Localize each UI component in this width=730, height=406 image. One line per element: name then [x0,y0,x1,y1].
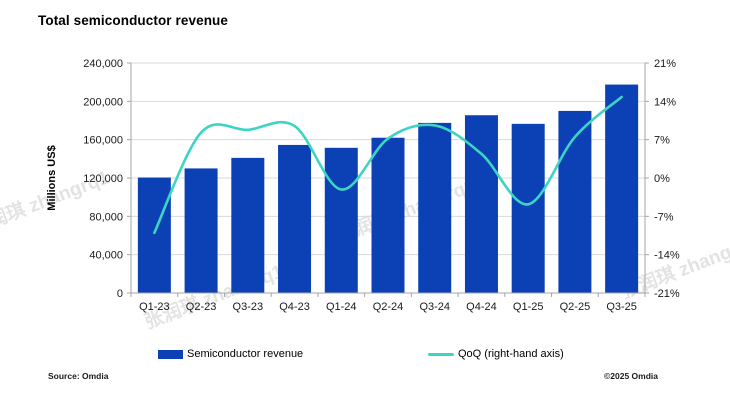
legend-label-qoq: QoQ (right-hand axis) [458,348,564,360]
svg-text:Q4-23: Q4-23 [279,301,310,313]
qoq-swatch-icon [428,352,454,356]
svg-text:14%: 14% [654,96,676,108]
copyright-note: ©2025 Omdia [604,371,658,381]
svg-text:-14%: -14% [654,250,680,262]
legend-label-revenue: Semiconductor revenue [187,348,304,360]
svg-text:240,000: 240,000 [83,58,123,70]
svg-text:21%: 21% [654,58,676,70]
svg-text:0: 0 [117,288,123,300]
svg-text:120,000: 120,000 [83,173,123,185]
svg-text:40,000: 40,000 [89,250,123,262]
svg-text:Q1-25: Q1-25 [513,301,544,313]
svg-text:Q1-24: Q1-24 [326,301,357,313]
svg-text:Q2-25: Q2-25 [560,301,591,313]
y-axis-title: Millions US$ [46,145,58,211]
svg-text:-7%: -7% [654,211,674,223]
legend-item-qoq: QoQ (right-hand axis) [428,348,564,360]
svg-text:160,000: 160,000 [83,135,123,147]
page-title: Total semiconductor revenue [38,13,228,28]
svg-text:Q3-25: Q3-25 [606,301,637,313]
legend-item-revenue: Semiconductor revenue [158,348,303,360]
svg-text:Q3-23: Q3-23 [233,301,264,313]
svg-text:0%: 0% [654,173,670,185]
svg-text:Q2-24: Q2-24 [373,301,404,313]
svg-text:Q4-24: Q4-24 [466,301,497,313]
source-note: Source: Omdia [48,371,109,381]
revenue-swatch-icon [158,349,183,359]
svg-text:7%: 7% [654,135,670,147]
svg-text:Q2-23: Q2-23 [186,301,217,313]
svg-text:200,000: 200,000 [83,96,123,108]
svg-text:Q1-23: Q1-23 [139,301,170,313]
svg-text:80,000: 80,000 [89,211,123,223]
svg-text:-21%: -21% [654,288,680,300]
svg-text:Q3-24: Q3-24 [419,301,450,313]
